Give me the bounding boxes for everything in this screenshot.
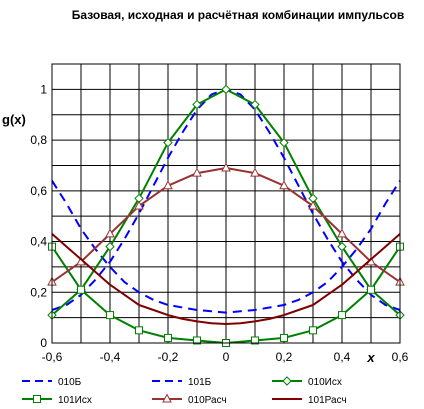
x-tick-label: -0,6 bbox=[42, 350, 63, 364]
legend: 010Б 101Б 010Исх 101Исх 010Расч 101Расч bbox=[22, 376, 347, 406]
legend-label: 101Б bbox=[188, 377, 212, 388]
legend-item: 010Исх bbox=[272, 376, 342, 388]
data-point bbox=[279, 137, 289, 148]
y-tick-label: 0,6 bbox=[30, 184, 47, 198]
x-tick-label: -0,2 bbox=[158, 350, 179, 364]
data-point bbox=[308, 200, 318, 210]
data-point bbox=[280, 333, 288, 342]
legend-label: 010Б bbox=[58, 377, 82, 388]
data-point bbox=[221, 162, 231, 172]
x-tick-label: 0 bbox=[223, 350, 230, 364]
data-point bbox=[164, 333, 172, 342]
data-point bbox=[105, 228, 115, 238]
data-point bbox=[250, 99, 260, 110]
legend-marker bbox=[162, 393, 172, 403]
series-101Б bbox=[51, 180, 401, 314]
x-tick-label: 0,4 bbox=[334, 350, 351, 364]
data-point bbox=[338, 311, 346, 320]
data-point bbox=[105, 241, 115, 252]
data-point bbox=[250, 167, 260, 177]
data-point bbox=[251, 336, 259, 345]
legend-item: 101Б bbox=[152, 377, 212, 388]
legend-item: 101Исх bbox=[22, 395, 92, 406]
legend-item: 010Б bbox=[22, 377, 82, 388]
data-point bbox=[193, 336, 201, 345]
series-line bbox=[51, 180, 401, 314]
x-tick-label: -0,4 bbox=[100, 350, 121, 364]
data-point bbox=[163, 137, 173, 148]
legend-label: 010Расч bbox=[188, 395, 227, 406]
legend-item: 010Расч bbox=[152, 393, 227, 406]
x-axis-label: x bbox=[366, 350, 375, 365]
data-point bbox=[367, 285, 375, 294]
data-point bbox=[135, 326, 143, 335]
data-point bbox=[192, 99, 202, 110]
tick-labels: -0,6 -0,4 -0,2 0 0,2 0,4 0,6 0 0,2 0,4 0,6 0,8 1 bbox=[30, 82, 408, 364]
series-101Расч bbox=[51, 233, 401, 325]
data-point bbox=[192, 167, 202, 177]
data-point bbox=[221, 84, 231, 95]
y-tick-label: 0,4 bbox=[30, 235, 47, 249]
data-point bbox=[134, 200, 144, 210]
x-tick-label: 0,6 bbox=[392, 350, 409, 364]
series-line bbox=[51, 233, 401, 325]
series-group bbox=[47, 84, 405, 347]
y-tick-label: 1 bbox=[40, 82, 47, 96]
legend-label: 010Исх bbox=[308, 377, 342, 388]
legend-item: 101Расч bbox=[272, 395, 347, 406]
legend-label: 101Исх bbox=[58, 395, 92, 406]
legend-marker bbox=[33, 395, 41, 403]
legend-marker bbox=[282, 376, 292, 386]
y-tick-label: 0 bbox=[40, 336, 47, 350]
y-axis-label: g(x) bbox=[2, 112, 26, 127]
series-010Расч bbox=[47, 162, 405, 286]
grid bbox=[51, 64, 401, 344]
data-point bbox=[279, 180, 289, 190]
data-point bbox=[163, 180, 173, 190]
chart-title: Базовая, исходная и расчётная комбинации… bbox=[72, 8, 404, 22]
plot-frame bbox=[51, 63, 401, 344]
data-point bbox=[337, 241, 347, 252]
legend-label: 101Расч bbox=[308, 395, 347, 406]
data-point bbox=[309, 326, 317, 335]
y-tick-label: 0,2 bbox=[30, 285, 47, 299]
data-point bbox=[337, 228, 347, 238]
data-point bbox=[106, 311, 114, 320]
x-tick-label: 0,2 bbox=[276, 350, 293, 364]
y-tick-label: 0,8 bbox=[30, 133, 47, 147]
data-point bbox=[77, 285, 85, 294]
